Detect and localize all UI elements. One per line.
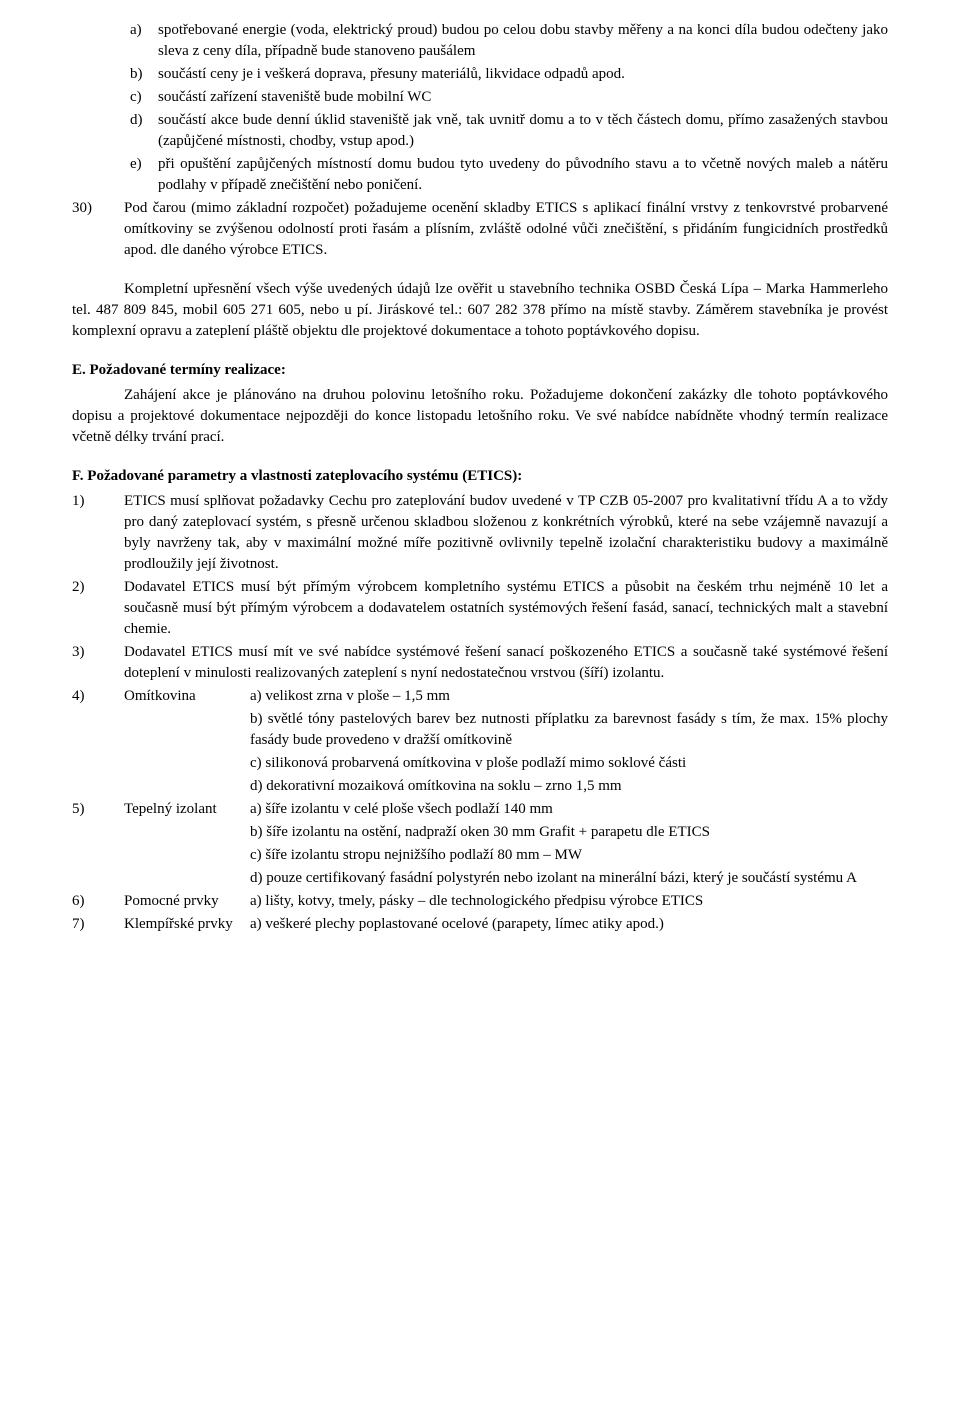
f4-a: a) velikost zrna v ploše – 1,5 mm (250, 686, 888, 707)
f3-text: Dodavatel ETICS musí mít ve své nabídce … (124, 642, 888, 684)
text-c: součástí zařízení staveniště bude mobiln… (158, 87, 888, 108)
sub-item-d: d) součástí akce bude denní úklid staven… (124, 110, 888, 152)
f6-a: a) lišty, kotvy, tmely, pásky – dle tech… (250, 891, 888, 912)
sub-item-a: a) spotřebované energie (voda, elektrick… (124, 20, 888, 62)
f5-b-row: b) šíře izolantu na ostění, nadpraží oke… (72, 822, 888, 843)
section-e-text: Zahájení akce je plánováno na druhou pol… (72, 385, 888, 448)
f5-a: a) šíře izolantu v celé ploše všech podl… (250, 799, 888, 820)
f6-label: 6) (72, 891, 124, 912)
label-b: b) (124, 64, 158, 85)
f-item-7: 7) Klempířské prvky a) veškeré plechy po… (72, 914, 888, 935)
section-f-title: F. Požadované parametry a vlastnosti zat… (72, 466, 888, 487)
section-e: E. Požadované termíny realizace: Zahájen… (72, 360, 888, 448)
f-item-1: 1) ETICS musí splňovat požadavky Cechu p… (72, 491, 888, 575)
contact-paragraph: Kompletní upřesnění všech výše uvedených… (72, 279, 888, 342)
f-item-6: 6) Pomocné prvky a) lišty, kotvy, tmely,… (72, 891, 888, 912)
text-d: součástí akce bude denní úklid staveništ… (158, 110, 888, 152)
f7-a: a) veškeré plechy poplastované ocelové (… (250, 914, 888, 935)
section-f: F. Požadované parametry a vlastnosti zat… (72, 466, 888, 935)
label-c: c) (124, 87, 158, 108)
f5-name: Tepelný izolant (124, 799, 250, 820)
f2-text: Dodavatel ETICS musí být přímým výrobcem… (124, 577, 888, 640)
text-a: spotřebované energie (voda, elektrický p… (158, 20, 888, 62)
f5-d-row: d) pouze certifikovaný fasádní polystyré… (72, 868, 888, 889)
f5-label: 5) (72, 799, 124, 820)
sublist-29: a) spotřebované energie (voda, elektrick… (124, 20, 888, 196)
sub-item-e: e) při opuštění zapůjčených místností do… (124, 154, 888, 196)
f-item-3: 3) Dodavatel ETICS musí mít ve své nabíd… (72, 642, 888, 684)
f4-d: d) dekorativní mozaiková omítkovina na s… (250, 776, 888, 797)
sub-item-b: b) součástí ceny je i veškerá doprava, p… (124, 64, 888, 85)
f5-c-row: c) šíře izolantu stropu nejnižšího podla… (72, 845, 888, 866)
f4-name: Omítkovina (124, 686, 250, 707)
f6-name: Pomocné prvky (124, 891, 250, 912)
text-b: součástí ceny je i veškerá doprava, přes… (158, 64, 888, 85)
f7-name: Klempířské prvky (124, 914, 250, 935)
f4-c-row: c) silikonová probarvená omítkovina v pl… (72, 753, 888, 774)
f4-c: c) silikonová probarvená omítkovina v pl… (250, 753, 888, 774)
item-30: 30) Pod čarou (mimo základní rozpočet) p… (72, 198, 888, 261)
f7-label: 7) (72, 914, 124, 935)
f-item-4: 4) Omítkovina a) velikost zrna v ploše –… (72, 686, 888, 707)
f4-label: 4) (72, 686, 124, 707)
f1-label: 1) (72, 491, 124, 575)
f2-label: 2) (72, 577, 124, 640)
f5-d: d) pouze certifikovaný fasádní polystyré… (250, 868, 888, 889)
f3-label: 3) (72, 642, 124, 684)
f-item-5: 5) Tepelný izolant a) šíře izolantu v ce… (72, 799, 888, 820)
text-e: při opuštění zapůjčených místností domu … (158, 154, 888, 196)
f1-text: ETICS musí splňovat požadavky Cechu pro … (124, 491, 888, 575)
f4-b-row: b) světlé tóny pastelových barev bez nut… (72, 709, 888, 751)
f4-b: b) světlé tóny pastelových barev bez nut… (250, 709, 888, 751)
f5-b: b) šíře izolantu na ostění, nadpraží oke… (250, 822, 888, 843)
label-d: d) (124, 110, 158, 152)
section-e-title: E. Požadované termíny realizace: (72, 360, 888, 381)
label-a: a) (124, 20, 158, 62)
text-30: Pod čarou (mimo základní rozpočet) požad… (124, 198, 888, 261)
label-e: e) (124, 154, 158, 196)
f5-c: c) šíře izolantu stropu nejnižšího podla… (250, 845, 888, 866)
f4-d-row: d) dekorativní mozaiková omítkovina na s… (72, 776, 888, 797)
f-item-2: 2) Dodavatel ETICS musí být přímým výrob… (72, 577, 888, 640)
sub-item-c: c) součástí zařízení staveniště bude mob… (124, 87, 888, 108)
label-30: 30) (72, 198, 124, 261)
